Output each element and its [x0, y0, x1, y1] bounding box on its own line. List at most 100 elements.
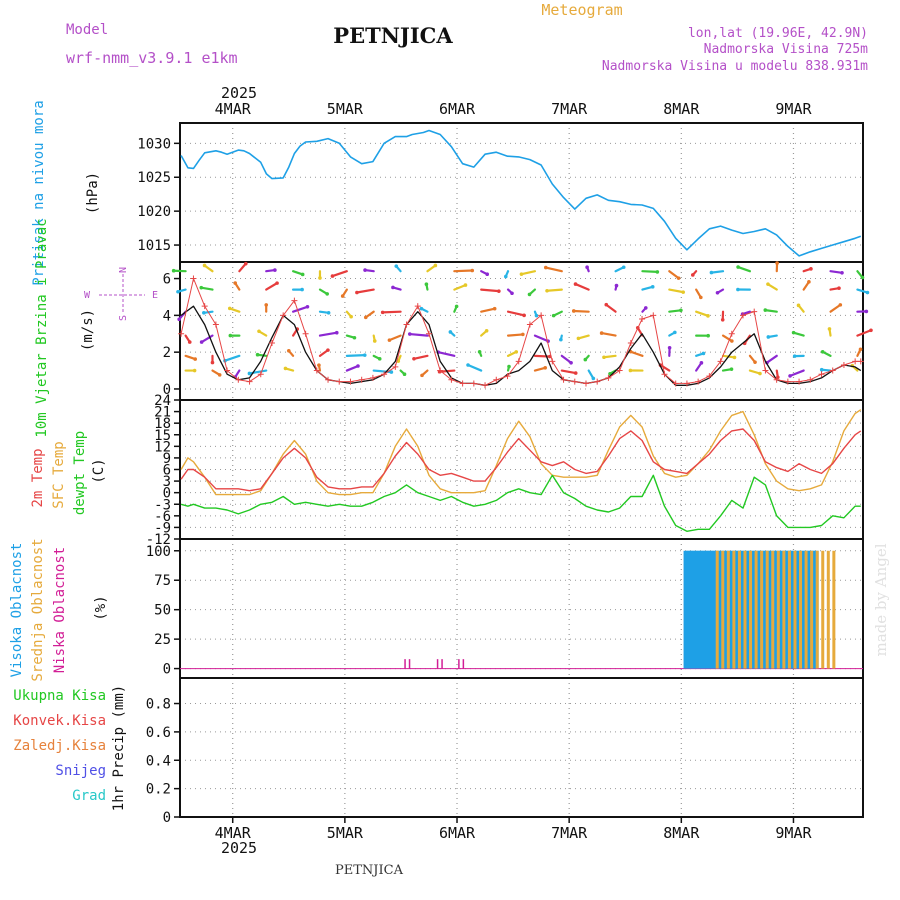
wind-arrow-head — [412, 356, 416, 361]
wind-arrow-head — [210, 360, 215, 365]
wind-gust-marker — [381, 371, 388, 378]
wind-arrow-head — [730, 339, 734, 343]
wind-arrow-head — [676, 276, 681, 280]
wind-arrow-head — [377, 357, 382, 361]
wind-arrow-head — [706, 333, 710, 338]
wind-arrow — [765, 354, 778, 364]
wind-arrow-head — [247, 371, 252, 376]
wind-arrow-head — [326, 310, 331, 315]
wind-arrow-head — [477, 350, 482, 354]
wind-gust-marker — [448, 376, 455, 383]
precip-panel: 0 0.2 0.4 0.6 0.8 — [146, 677, 864, 826]
wind-gust-marker — [201, 303, 208, 310]
wind-gust-marker — [717, 358, 724, 365]
pressure-ylabel-units: (hPa) — [85, 172, 101, 214]
wind-arrow-head — [514, 350, 519, 354]
wind-arrow-head — [551, 313, 556, 318]
low-cloud-bar — [441, 659, 443, 669]
wind-arrow-head — [758, 371, 762, 376]
wind-gust-marker — [336, 378, 343, 385]
wind-frame — [179, 261, 864, 401]
wind-arrow — [200, 334, 214, 344]
wind-arrow — [574, 282, 590, 291]
wind-gust-marker — [829, 367, 836, 374]
wind-arrow-head — [176, 289, 180, 294]
wind-arrow-head — [202, 263, 207, 268]
wind-gust-marker — [840, 362, 847, 369]
high-cloud-bar — [757, 550, 763, 669]
high-cloud-bar — [806, 550, 812, 669]
wind-gust-marker — [650, 312, 657, 319]
wind-arrow — [412, 354, 429, 360]
high-cloud-bar — [691, 550, 697, 669]
wind-arrow — [388, 334, 402, 342]
temp-ylabel-units: (C) — [91, 458, 107, 483]
wind-gust-marker — [325, 376, 332, 383]
high-cloud-bar — [749, 550, 755, 669]
wind-arrow-head — [199, 285, 204, 290]
wind-gust-marker — [425, 330, 432, 337]
wind-arrow-head — [463, 283, 468, 287]
wind-arrow — [408, 332, 429, 337]
high-cloud-bar — [772, 550, 778, 669]
wind-arrow-head — [355, 290, 359, 295]
wind-arrow-head — [837, 286, 841, 291]
wind-arrow-head — [420, 373, 424, 378]
precip-legend: Ukupna Kisa Konvek.Kisa Zaledj.Kisa Snij… — [13, 688, 106, 804]
pressure-series-line — [180, 129, 862, 257]
pressure-panel: 1015 1020 1025 1030 — [137, 122, 864, 263]
high-cloud-bar — [709, 550, 715, 669]
cloud-panel: 0 25 50 75 100 — [146, 538, 864, 679]
temp-2m-line — [180, 428, 862, 492]
mid-cloud-bar — [760, 550, 764, 669]
legend-ukupna-kisa: Ukupna Kisa — [13, 688, 106, 704]
wind-arrow — [629, 350, 644, 357]
wind-arrow-head — [334, 330, 339, 335]
mid-cloud-bar — [832, 550, 836, 669]
wind-arrow — [437, 351, 456, 357]
wind-arrow-head — [819, 367, 824, 372]
wind-arrow — [533, 334, 550, 343]
wind-arrow-head — [177, 317, 181, 322]
wind-arrow — [602, 354, 617, 359]
wind-ylabel-units: (m/s) — [80, 309, 96, 351]
wind-gust-marker — [403, 321, 410, 328]
wind-arrow-head — [402, 372, 407, 377]
wind-arrow — [533, 354, 551, 358]
wind-arrow — [695, 310, 710, 317]
wind-arrow-head — [507, 364, 511, 369]
wind-arrow — [544, 266, 563, 273]
high-cloud-bar — [739, 550, 745, 669]
temp-ytick-label: 21 — [154, 405, 171, 421]
wind-arrow-head — [349, 314, 353, 319]
wind-arrow-head — [522, 313, 526, 318]
wind-arrow — [710, 270, 725, 274]
wind-arrow-head — [356, 364, 360, 368]
wind-arrow-head — [766, 282, 770, 286]
precip-frame — [179, 677, 864, 818]
pressure-ylabel-colored: Pritisak na nivou mora — [31, 100, 47, 285]
wind-arrow — [572, 309, 590, 313]
wind-arrow-head — [510, 291, 514, 296]
high-cloud-bar — [721, 550, 727, 669]
wind-arrow-head — [492, 306, 497, 311]
wind-arrow-head — [227, 306, 232, 311]
wind-arrow-head — [796, 303, 801, 308]
watermark: made by Angel — [872, 543, 890, 656]
wind-arrow — [345, 364, 360, 372]
wind-arrow-head — [621, 265, 626, 270]
wind-arrow-head — [614, 283, 619, 288]
cloud-ytick-label: 50 — [154, 603, 171, 619]
wind-arrow-head — [583, 357, 588, 362]
wind-arrow — [545, 288, 563, 292]
wind-arrow-head — [732, 355, 737, 360]
cloud-ytick-label: 25 — [154, 632, 171, 648]
wind-arrow-head — [387, 338, 392, 342]
wind-gust-marker — [582, 380, 589, 387]
high-cloud-bar — [706, 550, 712, 669]
wind-gust-marker — [616, 367, 623, 374]
wind-arrow-head — [775, 261, 779, 265]
wind-gust-marker — [706, 373, 713, 380]
wind-gust-marker — [773, 376, 780, 383]
